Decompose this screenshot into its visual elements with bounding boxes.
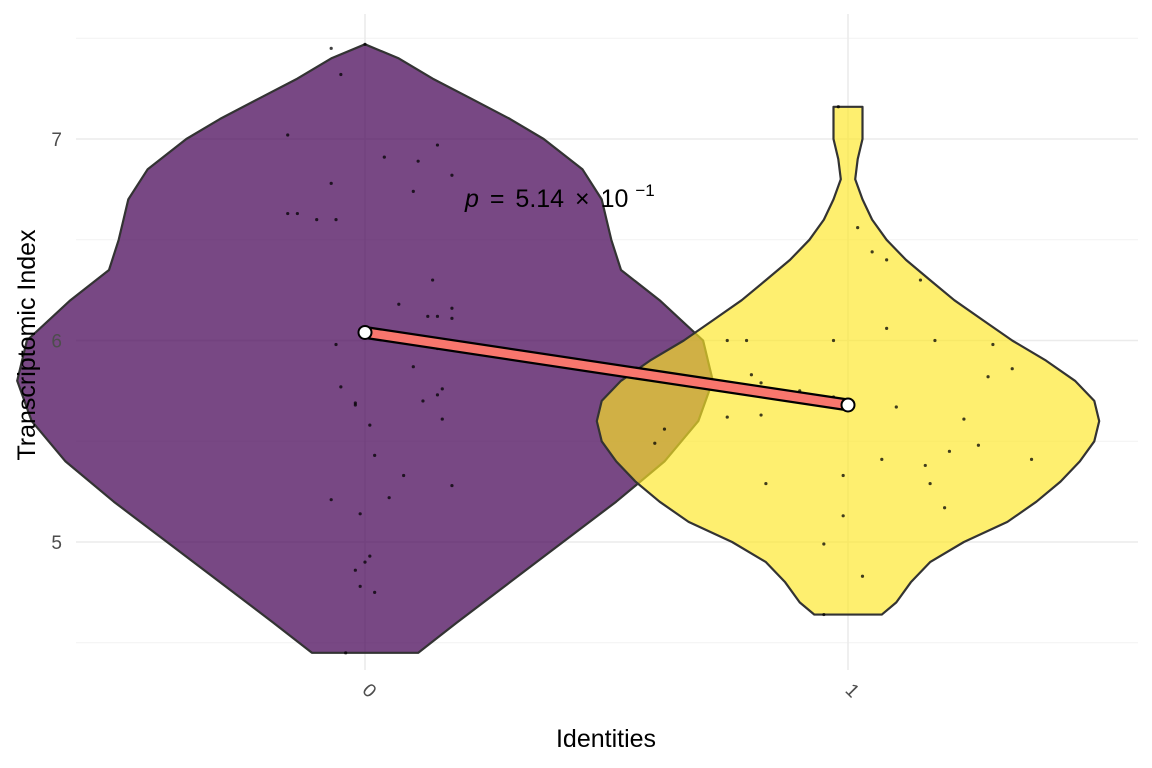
point-0-18: [450, 306, 454, 310]
point-0-12: [315, 218, 319, 222]
p-base: 10: [601, 185, 629, 213]
point-0-35: [329, 498, 333, 502]
point-1-19: [725, 415, 729, 419]
point-0-5: [382, 155, 386, 159]
y-tick-labels: 5 6 7: [51, 130, 62, 554]
p-times: ×: [575, 185, 590, 213]
point-1-24: [947, 449, 952, 453]
p-exponent: −1: [635, 181, 654, 200]
point-0-13: [334, 218, 338, 222]
point-1-14: [759, 381, 763, 385]
point-1-4: [918, 278, 923, 282]
point-1-23: [976, 443, 981, 447]
point-0-37: [368, 554, 372, 558]
point-1-31: [943, 506, 947, 510]
point-1-22: [962, 417, 966, 421]
point-1-25: [880, 457, 884, 461]
point-0-17: [435, 314, 440, 318]
point-1-34: [860, 574, 865, 578]
point-1-7: [831, 338, 836, 343]
point-0-16: [426, 314, 430, 318]
point-1-17: [662, 427, 667, 431]
point-1-0: [836, 105, 840, 109]
point-0-23: [339, 385, 343, 389]
x-tick-0: 0: [358, 680, 380, 702]
x-axis-title: Identities: [556, 725, 656, 753]
point-1-35: [822, 612, 826, 617]
point-0-32: [402, 473, 406, 478]
point-0-28: [353, 403, 357, 407]
point-1-1: [856, 226, 860, 230]
point-0-24: [440, 387, 444, 391]
point-0-0: [329, 46, 333, 50]
point-1-32: [841, 514, 845, 518]
p-equals: =: [490, 185, 505, 213]
point-1-30: [764, 481, 768, 486]
point-0-22: [411, 365, 415, 369]
point-0-33: [450, 483, 454, 488]
point-0-26: [421, 399, 425, 403]
p-value-annotation: p = 5.14 × 10 −1: [464, 181, 655, 213]
point-0-10: [286, 211, 290, 216]
point-0-31: [373, 453, 377, 457]
violin-1: [595, 105, 1101, 616]
point-1-2: [870, 250, 874, 254]
point-0-9: [411, 189, 415, 193]
trend-line: [364, 328, 849, 410]
point-0-41: [373, 590, 377, 594]
point-0-40: [358, 584, 362, 588]
point-0-19: [450, 316, 454, 320]
point-1-20: [759, 413, 763, 417]
point-1-6: [744, 338, 749, 343]
point-1-26: [923, 463, 927, 468]
y-tick-5: 5: [51, 533, 62, 554]
point-0-34: [387, 496, 391, 500]
mean-point-0: [357, 324, 373, 340]
point-0-36: [358, 512, 362, 516]
point-0-4: [435, 143, 440, 147]
point-0-29: [368, 423, 372, 427]
point-1-9: [933, 338, 937, 343]
point-0-20: [334, 342, 338, 347]
point-0-14: [431, 278, 435, 282]
point-0-39: [353, 568, 357, 572]
point-1-33: [822, 542, 826, 546]
point-0-25: [435, 393, 440, 397]
y-tick-6: 6: [51, 332, 62, 353]
mean-point-1: [840, 397, 856, 413]
point-0-11: [295, 211, 299, 216]
point-0-1: [363, 42, 367, 46]
point-1-27: [1029, 457, 1034, 461]
jitter-points: [286, 42, 1034, 655]
y-axis-title: Transcriptomic Index: [13, 229, 41, 461]
point-1-28: [841, 473, 845, 478]
point-0-6: [416, 159, 420, 163]
point-1-5: [725, 338, 729, 343]
mean-trend: [357, 324, 856, 413]
y-tick-7: 7: [51, 130, 62, 151]
point-1-8: [885, 326, 889, 331]
point-1-18: [653, 441, 657, 445]
point-1-29: [928, 481, 932, 486]
violins: [16, 43, 1101, 654]
x-tick-1: 1: [841, 680, 863, 702]
point-0-7: [450, 173, 454, 177]
p-symbol: p: [464, 185, 479, 213]
point-0-38: [363, 560, 367, 564]
point-0-15: [397, 302, 401, 306]
point-0-3: [286, 133, 290, 137]
p-mantissa: 5.14: [515, 185, 564, 213]
point-1-10: [991, 342, 995, 347]
point-0-8: [329, 181, 333, 185]
point-0-42: [344, 651, 348, 655]
point-1-21: [894, 405, 898, 409]
point-1-13: [986, 375, 990, 379]
point-1-3: [885, 258, 889, 262]
point-1-12: [749, 373, 754, 377]
point-0-2: [339, 72, 343, 77]
point-1-11: [1010, 367, 1014, 371]
point-0-30: [440, 417, 444, 421]
